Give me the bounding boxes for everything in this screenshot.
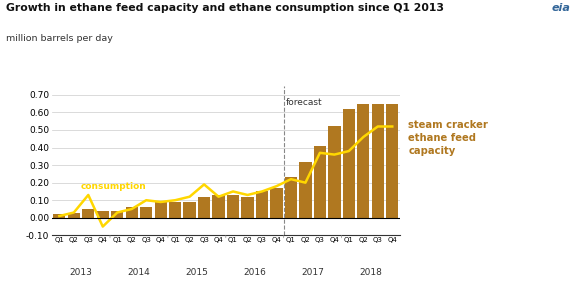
Text: consumption: consumption <box>81 182 147 191</box>
Bar <box>140 207 152 218</box>
Bar <box>169 202 181 218</box>
Bar <box>241 197 254 218</box>
Text: 2017: 2017 <box>301 268 324 277</box>
Bar <box>256 191 268 218</box>
Text: 2016: 2016 <box>243 268 266 277</box>
Bar <box>53 214 65 218</box>
Text: forecast: forecast <box>286 98 323 106</box>
Bar <box>357 104 369 218</box>
Text: 2015: 2015 <box>185 268 208 277</box>
Bar <box>328 127 340 218</box>
Bar <box>184 202 196 218</box>
Bar <box>314 146 326 218</box>
Bar <box>111 211 123 218</box>
Bar <box>372 104 384 218</box>
Text: 2018: 2018 <box>359 268 382 277</box>
Bar <box>386 104 398 218</box>
Bar <box>126 207 138 218</box>
Bar <box>285 177 297 218</box>
Text: million barrels per day: million barrels per day <box>6 34 113 43</box>
Bar <box>82 209 94 218</box>
Text: steam cracker
ethane feed
capacity: steam cracker ethane feed capacity <box>408 120 488 156</box>
Bar <box>299 162 312 218</box>
Text: eia: eia <box>551 3 570 13</box>
Bar <box>212 195 225 218</box>
Bar <box>68 212 80 218</box>
Text: Growth in ethane feed capacity and ethane consumption since Q1 2013: Growth in ethane feed capacity and ethan… <box>6 3 444 13</box>
Bar <box>343 109 355 218</box>
Bar <box>155 202 167 218</box>
Text: 2013: 2013 <box>69 268 93 277</box>
Bar <box>227 195 239 218</box>
Bar <box>198 197 210 218</box>
Bar <box>97 211 109 218</box>
Text: 2014: 2014 <box>127 268 151 277</box>
Bar <box>270 188 283 218</box>
